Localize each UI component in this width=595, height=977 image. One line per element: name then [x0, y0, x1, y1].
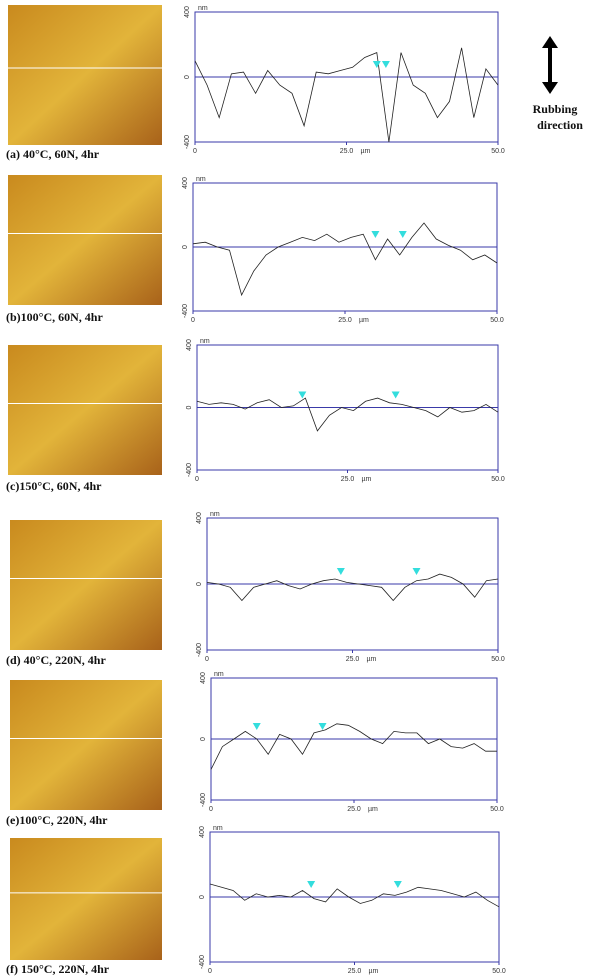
profile-line: [192, 222, 498, 297]
y-tick-label: -400: [184, 135, 191, 149]
y-tick-label: 0: [182, 245, 189, 249]
cursor-marker: [371, 231, 380, 238]
rubbing-label: Rubbing: [533, 102, 578, 116]
caption: (b)100°C, 60N, 4hr: [6, 310, 103, 324]
y-tick-label: 0: [186, 405, 193, 409]
cursor-marker: [381, 61, 390, 68]
rubbing-arrow: [542, 36, 558, 94]
cursor-marker: [318, 723, 327, 730]
cursor-marker: [393, 881, 402, 888]
afm-image: [8, 175, 162, 305]
x-tick-label: 50.0: [491, 656, 505, 663]
y-tick-label: 400: [186, 339, 193, 351]
y-tick-label: -400: [196, 643, 203, 657]
x-tick-label: 50.0: [491, 148, 505, 155]
cursor-marker: [372, 61, 381, 68]
y-tick-label: 0: [199, 895, 206, 899]
y-tick-label: 0: [196, 582, 203, 586]
y-unit: nm: [198, 5, 208, 12]
x-tick-label: 0: [208, 968, 212, 975]
profile-line: [209, 883, 500, 908]
x-tick-label: 25.0: [340, 148, 354, 155]
y-tick-label: -400: [182, 304, 189, 318]
x-tick-label: 0: [209, 806, 213, 813]
x-unit: µm: [359, 317, 369, 324]
caption: (c)150°C, 60N, 4hr: [6, 479, 102, 493]
afm-image: [10, 680, 162, 810]
y-tick-label: -400: [186, 463, 193, 477]
y-tick-label: 400: [196, 512, 203, 524]
x-tick-label: 0: [193, 148, 197, 155]
x-tick-label: 0: [195, 476, 199, 483]
x-tick-label: 50.0: [490, 806, 504, 813]
cursor-marker: [307, 881, 316, 888]
x-tick-label: 25.0: [346, 656, 360, 663]
caption: (d) 40°C, 220N, 4hr: [6, 653, 106, 667]
y-tick-label: 0: [200, 737, 207, 741]
y-tick-label: -400: [199, 955, 206, 969]
y-unit: nm: [196, 176, 206, 183]
x-unit: µm: [368, 806, 378, 813]
profile-line: [210, 723, 497, 770]
profile-line: [196, 397, 499, 432]
y-tick-label: 400: [184, 6, 191, 18]
profile-line: [206, 573, 499, 602]
x-tick-label: 0: [191, 317, 195, 324]
x-tick-label: 25.0: [348, 968, 362, 975]
x-unit: µm: [367, 656, 377, 663]
cursor-marker: [412, 568, 421, 575]
cursor-marker: [398, 231, 407, 238]
caption: (e)100°C, 220N, 4hr: [6, 813, 108, 827]
afm-image: [10, 520, 162, 650]
cursor-marker: [252, 723, 261, 730]
cursor-marker: [336, 568, 345, 575]
y-tick-label: 0: [184, 75, 191, 79]
y-unit: nm: [214, 671, 224, 678]
cursor-marker: [391, 391, 400, 399]
y-tick-label: 400: [200, 672, 207, 684]
afm-image: [8, 345, 162, 475]
y-tick-label: 400: [199, 826, 206, 838]
rubbing-label: direction: [537, 118, 583, 132]
cursor-marker: [298, 391, 307, 399]
x-unit: µm: [362, 476, 372, 483]
y-tick-label: -400: [200, 793, 207, 807]
x-tick-label: 25.0: [341, 476, 355, 483]
y-unit: nm: [210, 511, 220, 518]
y-unit: nm: [213, 825, 223, 832]
x-tick-label: 50.0: [492, 968, 506, 975]
caption: (f) 150°C, 220N, 4hr: [6, 962, 110, 976]
y-unit: nm: [200, 338, 210, 345]
afm-image: [8, 5, 162, 145]
profile-line: [194, 47, 499, 143]
caption: (a) 40°C, 60N, 4hr: [6, 147, 100, 161]
x-tick-label: 25.0: [338, 317, 352, 324]
y-tick-label: 400: [182, 177, 189, 189]
afm-image: [10, 838, 162, 960]
x-unit: µm: [369, 968, 379, 975]
x-tick-label: 50.0: [490, 317, 504, 324]
x-tick-label: 50.0: [491, 476, 505, 483]
x-unit: µm: [361, 148, 371, 155]
x-tick-label: 0: [205, 656, 209, 663]
x-tick-label: 25.0: [347, 806, 361, 813]
